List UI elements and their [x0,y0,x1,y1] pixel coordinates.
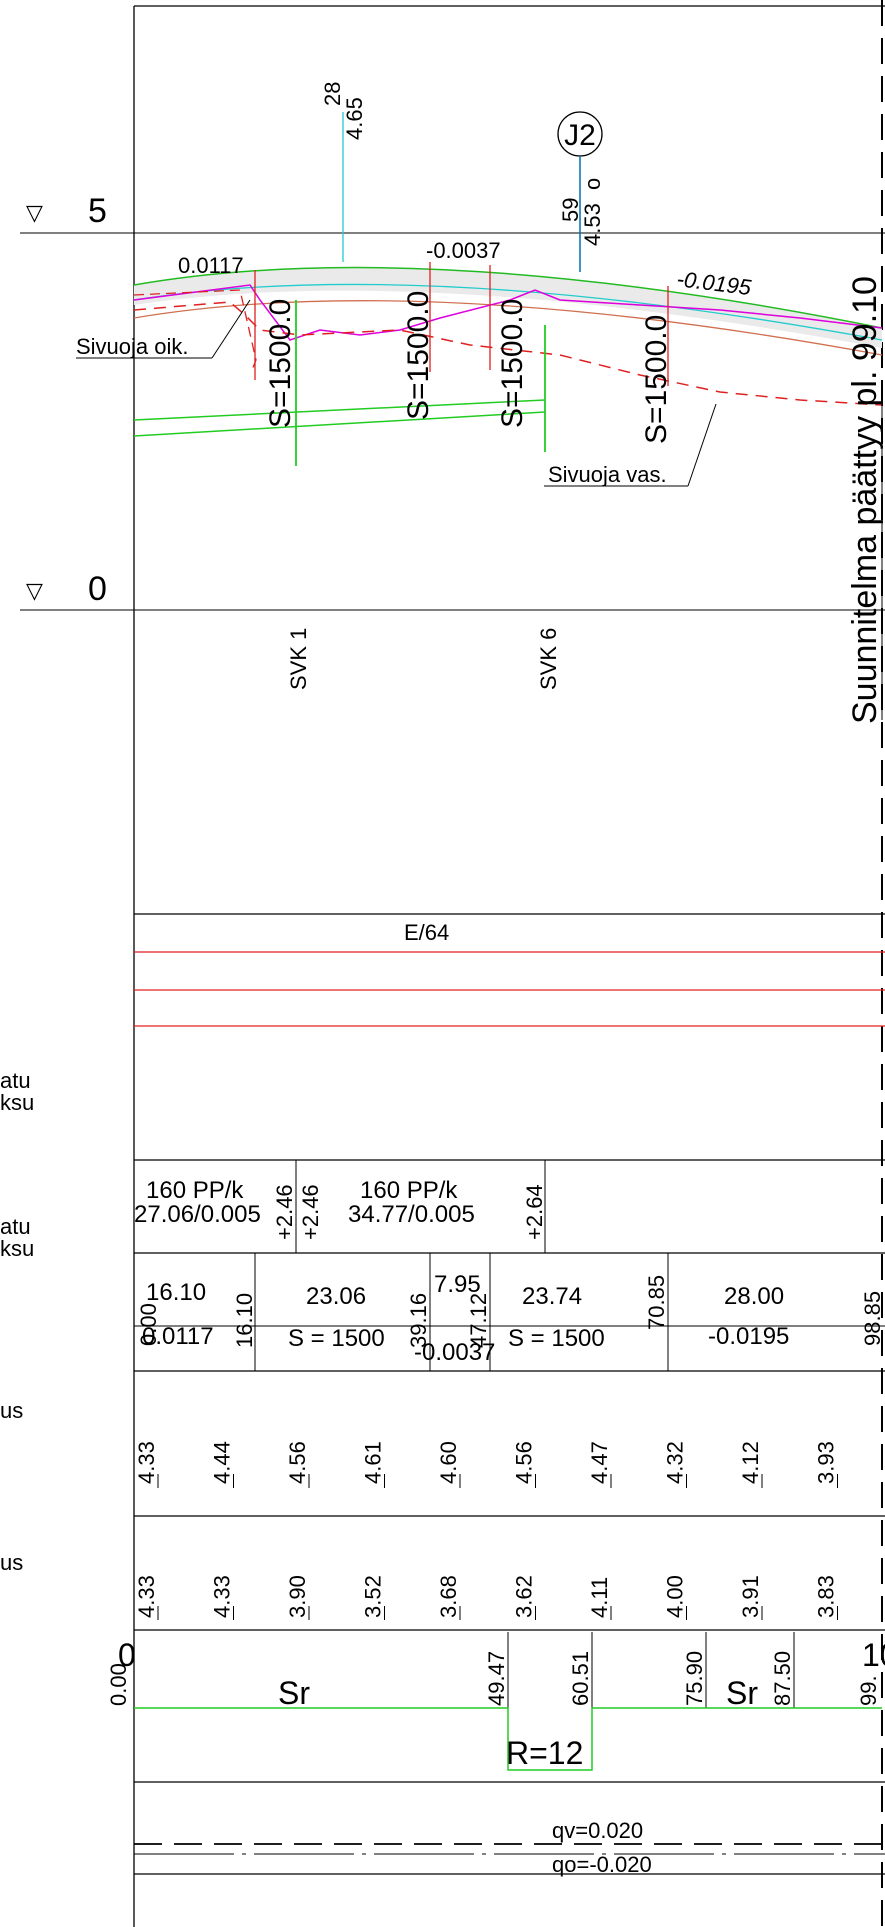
segment-length-4: 23.74 [522,1283,582,1310]
design-grade-line [133,266,883,329]
grade-label-1: 0.0117 [178,253,244,278]
ground-elevation-5: 3.62 [512,1575,537,1618]
ground-line [133,284,883,341]
ditch-left-leader [687,403,717,487]
design-elevation-0: 4.33 [134,1441,159,1484]
callout-stn28-b: 4.65 [342,97,367,140]
ground-elevation-1: 4.33 [210,1575,235,1618]
pipe-1-elev-b: +2.46 [298,1184,323,1240]
horiz-station-zero: 0 [118,1637,136,1673]
station-39: 39.16 [406,1293,431,1348]
straight-label-1: Sr [278,1675,310,1711]
ground-elevation-9: 3.83 [814,1575,839,1618]
pipe-2-length: 34.77/0.005 [348,1201,475,1228]
curve-radius-label: R=12 [506,1735,583,1771]
end-note: Suunnitelma päättyy pl. 99.10 [846,276,884,724]
pipe-1-length: 27.06/0.005 [134,1201,261,1228]
ground-elevation-4: 3.68 [436,1575,461,1618]
ditch-left-label: Sivuoja vas. [548,462,667,487]
crossfall-left-value: qv=0.020 [552,1818,643,1843]
segment-length-1: 16.10 [146,1279,206,1306]
svk6-label: SVK 6 [536,628,561,690]
horiz-st-4: 87.50 [770,1651,795,1706]
station-47: 47.12 [466,1293,491,1348]
station-16: 16.10 [232,1293,257,1348]
curve-value-2: S = 1500 [508,1325,605,1352]
horiz-st-3: 75.90 [682,1651,707,1706]
design-elevation-9: 3.93 [814,1441,839,1484]
straight-label-2: Sr [726,1675,758,1711]
culvert-line-2 [133,411,546,437]
vc-radius-2: S=1500.0 [402,291,435,420]
design-elevation-4: 4.60 [436,1441,461,1484]
j2-label: J2 [564,119,596,152]
subgrade-line [133,300,883,356]
culvert-line-1 [133,399,546,421]
design-elevation-1: 4.44 [210,1441,235,1484]
segment-length-3: 7.95 [434,1271,481,1298]
left-label-b: ksu [0,1090,34,1115]
road-structure-layer [134,267,882,348]
pipe-1-size: 160 PP/k [146,1177,244,1204]
ground-elevation-2: 3.90 [285,1575,310,1618]
design-elevation-row: 4.33 4.44 4.56 4.61 4.60 4.56 4.47 4.32 4.12 3.93 [134,1441,839,1488]
callout-stn28-a: 28 [320,82,345,106]
segment-length-5: 28.00 [724,1283,784,1310]
design-elevation-5: 4.56 [512,1441,537,1484]
ground-elevation-8: 3.91 [738,1575,763,1618]
design-elevation-3: 4.61 [361,1441,386,1484]
vc-radius-3: S=1500.0 [496,299,529,428]
grade-value-2: -0.0037 [414,1339,495,1366]
left-label-d: ksu [0,1236,34,1261]
elevation-label-0: 0 [88,570,107,608]
design-elevation-8: 4.12 [738,1441,763,1484]
svk1-label: SVK 1 [286,628,311,690]
crossfall-right-value: qo=-0.020 [552,1852,652,1877]
station-0: 0.00 [136,1303,161,1346]
vc-radius-4: S=1500.0 [640,315,673,444]
ground-elevation-0: 4.33 [134,1575,159,1618]
left-label-a: atu [0,1068,31,1093]
elevation-marker-5: ▽ [26,200,43,225]
elevation-marker-0: ▽ [26,578,43,603]
callout-j2-b: 4.53 [580,203,605,246]
callout-j2-a: 59 [558,198,583,222]
horiz-st-5: 99. [856,1675,881,1706]
cyan-layer-line [133,283,883,341]
ground-elevation-7: 4.00 [663,1575,688,1618]
pipe-2-elev: +2.64 [522,1184,547,1240]
design-elevation-6: 4.47 [587,1441,612,1484]
segment-length-2: 23.06 [306,1283,366,1310]
station-70: 70.85 [644,1275,669,1330]
horizontal-alignment-line [134,1707,882,1771]
pipe-2-size: 160 PP/k [360,1177,458,1204]
station-98: 98.85 [860,1291,885,1346]
left-label-e: us [0,1398,23,1423]
left-ditch-line [133,289,257,371]
e64-label: E/64 [404,920,449,945]
callout-j2-mark: o [580,178,605,190]
left-label-f: us [0,1550,23,1575]
pipe-1-elev-a: +2.46 [272,1184,297,1240]
ditch-right-label: Sivuoja oik. [76,334,189,359]
curve-value-1: S = 1500 [288,1325,385,1352]
ground-elevation-row: 4.33 4.33 3.90 3.52 3.68 3.62 4.11 4.00 3.91 3.83 [134,1575,839,1620]
horiz-station-ten: 10 [862,1637,885,1673]
ditch-right-leader [211,299,251,359]
ground-elevation-3: 3.52 [361,1575,386,1618]
horiz-st-1: 49.47 [484,1651,509,1706]
design-elevation-2: 4.56 [285,1441,310,1484]
grade-label-2: -0.0037 [426,238,501,263]
grade-value-1: 0.0117 [142,1323,214,1350]
left-label-c: atu [0,1214,31,1239]
horiz-st-0: 0.00 [106,1663,131,1706]
ground-elevation-6: 4.11 [587,1577,612,1618]
grade-value-3: -0.0195 [708,1323,789,1350]
design-elevation-7: 4.32 [663,1441,688,1484]
elevation-label-5: 5 [88,192,107,230]
horiz-st-2: 60.51 [568,1651,593,1706]
vc-radius-1: S=1500.0 [264,299,297,428]
